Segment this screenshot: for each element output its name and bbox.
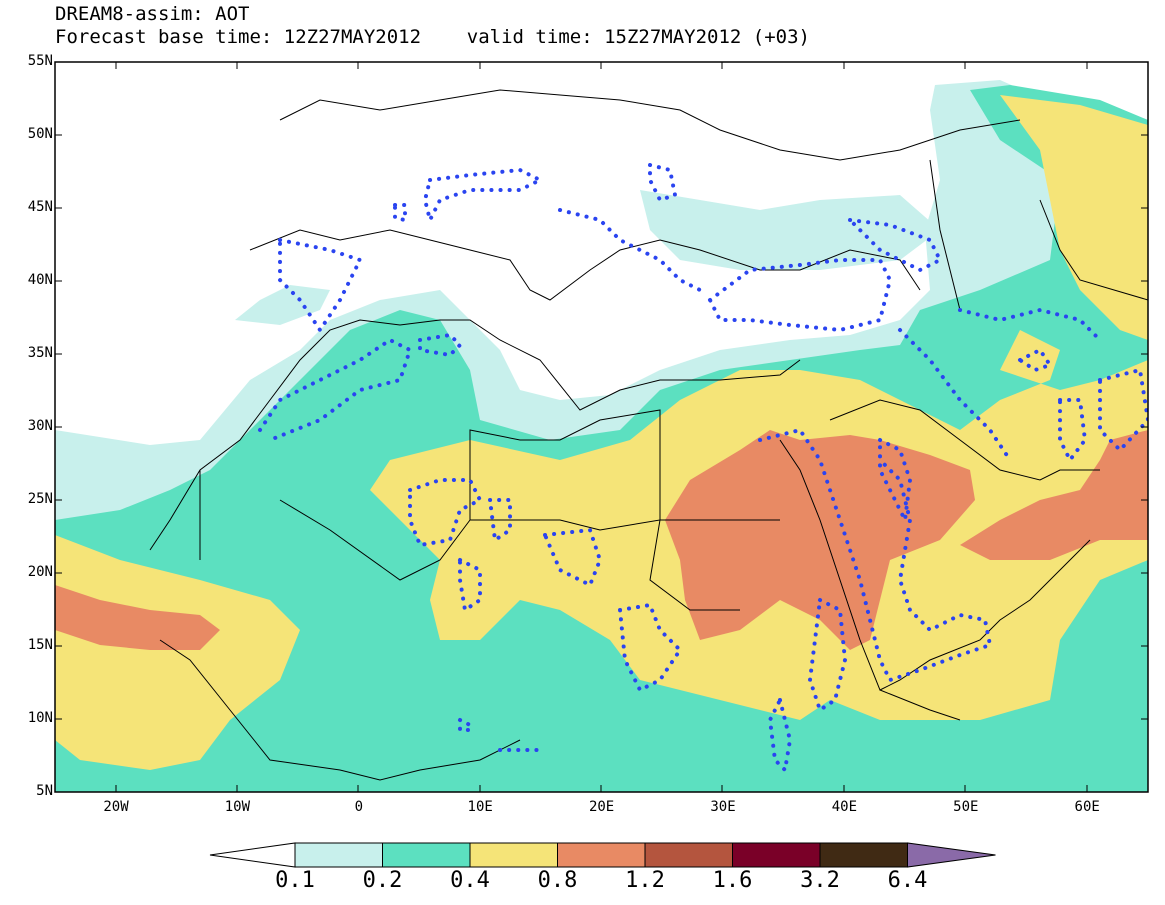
lat-label: 50N: [27, 126, 53, 142]
axis-ticks: [55, 61, 1148, 792]
aot-band-0.8-east: [960, 430, 1148, 560]
lat-label: 55N: [27, 53, 53, 69]
colorbar-underflow-triangle: [209, 842, 296, 868]
aot-band-0.4: [55, 535, 300, 770]
colorbar-swatch: [644, 842, 733, 868]
lon-label: 40E: [831, 799, 858, 815]
colorbar-swatch: [382, 842, 471, 868]
colorbar-tick-label: 1.2: [625, 868, 665, 893]
aot-field: [55, 62, 1148, 792]
lat-label: 25N: [27, 491, 53, 507]
lat-label: 5N: [36, 783, 53, 799]
colorbar-tick-label: 3.2: [800, 868, 840, 893]
lon-label: 20W: [103, 799, 129, 815]
colorbar: [209, 842, 996, 868]
aot-band-0.4-ne: [1000, 95, 1148, 340]
lon-label: 50E: [953, 799, 979, 815]
colorbar-tick-label: 0.4: [450, 868, 490, 893]
lat-label: 20N: [27, 564, 53, 580]
colorbar-tick-label: 0.8: [537, 868, 578, 893]
colorbar-overflow-triangle: [907, 842, 996, 868]
colorbar-tick-label: 0.1: [275, 868, 315, 893]
lat-label: 40N: [27, 272, 53, 288]
map-subtitle-times: Forecast base time: 12Z27MAY2012 valid t…: [55, 26, 810, 48]
lat-label: 10N: [27, 710, 53, 726]
lon-label: 60E: [1074, 799, 1100, 815]
colorbar-swatch: [469, 842, 558, 868]
aot-band-0.1-north: [640, 190, 940, 270]
colorbar-tick-label: 6.4: [887, 868, 928, 893]
aot-band-0.1-west: [235, 285, 330, 325]
lon-label: 30E: [710, 799, 736, 815]
colorbar-swatch: [819, 842, 908, 868]
aot-band-0.8-central: [665, 430, 975, 650]
lon-label: 0: [354, 799, 364, 815]
lon-label: 20E: [588, 799, 615, 815]
lat-label: 15N: [27, 637, 53, 653]
colorbar-swatch: [557, 842, 646, 868]
lat-label: 35N: [27, 345, 53, 361]
colorbar-swatch: [732, 842, 821, 868]
dotted-contours: [258, 162, 1148, 775]
map-title: DREAM8-assim: AOT: [55, 3, 250, 25]
lat-label: 45N: [27, 199, 53, 215]
coastlines: [149, 89, 1148, 781]
colorbar-tick-label: 0.2: [362, 868, 403, 893]
colorbar-tick-label: 1.6: [712, 868, 753, 893]
lon-label: 10W: [224, 799, 251, 815]
colorbar-swatch: [294, 842, 383, 868]
lon-label: 10E: [467, 799, 493, 815]
lat-label: 30N: [27, 418, 53, 434]
aot-band-0.8-west: [55, 585, 220, 650]
